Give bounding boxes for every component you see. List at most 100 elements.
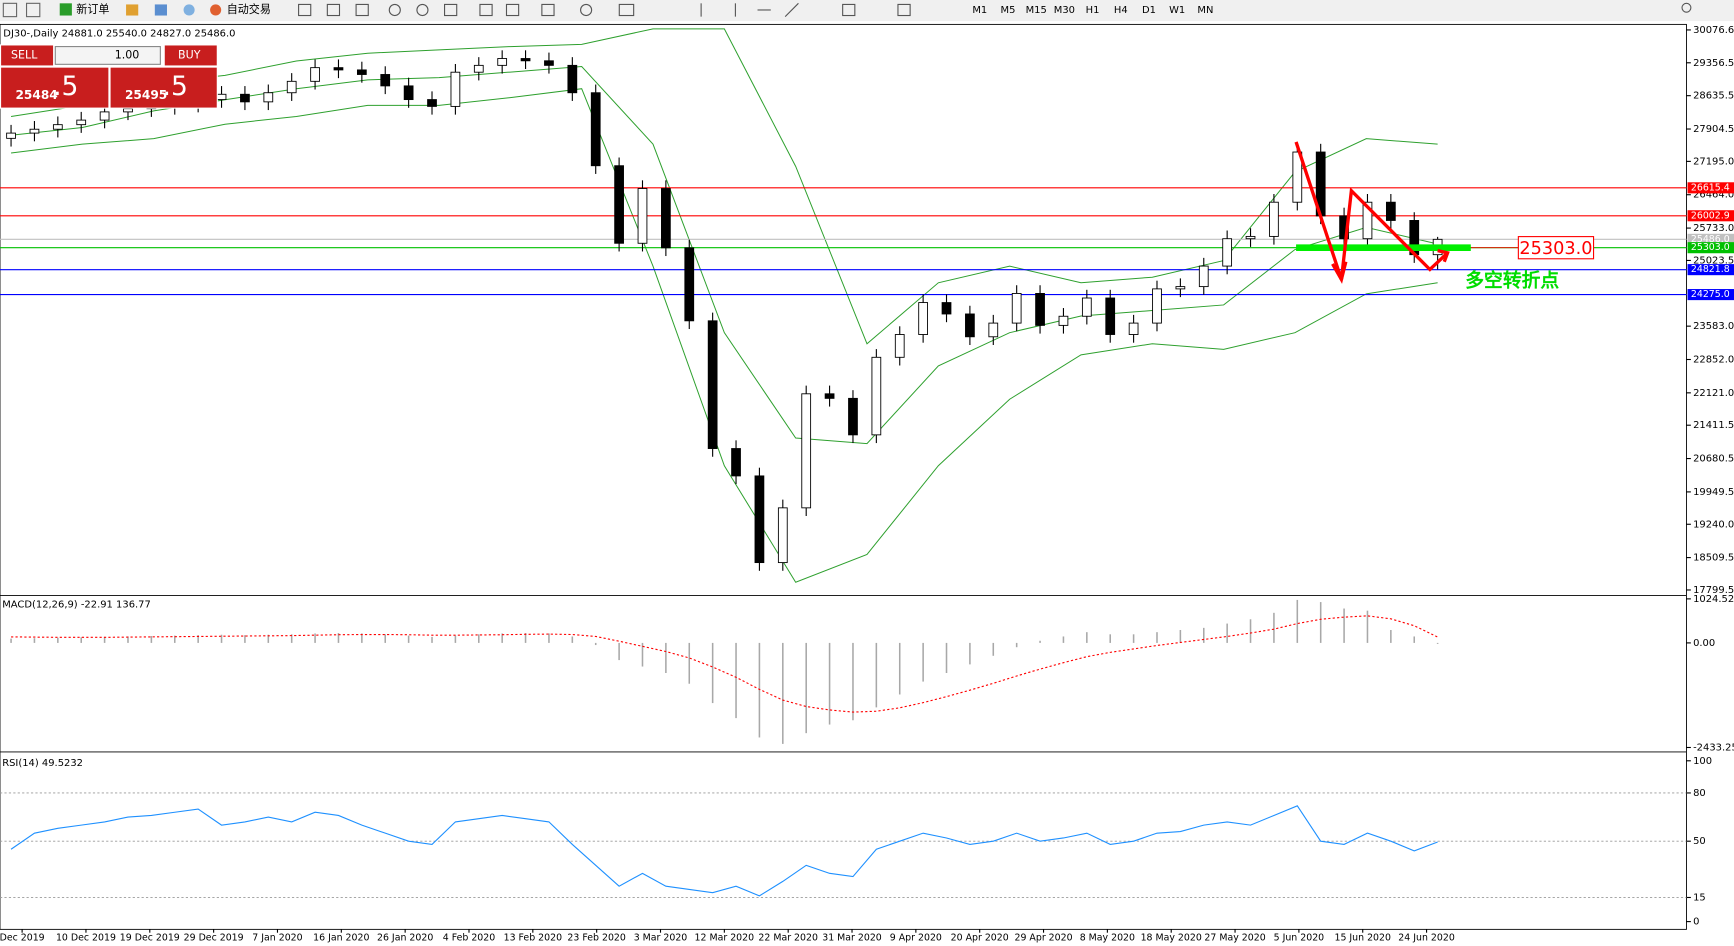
y-tick-label: 15 [1693,892,1706,903]
candle-body [6,132,16,139]
price-label: 24821.8 [1691,264,1730,275]
icon[interactable] [154,4,167,16]
rsi-label: RSI(14) 49.5232 [2,758,83,769]
candle-body [777,507,788,564]
candle-body [614,165,624,244]
icon[interactable] [2,2,18,18]
buy-price[interactable]: 25495 [125,88,167,102]
timeframe-button[interactable]: H4 [1114,5,1128,16]
buy-price-box[interactable] [110,67,217,108]
candle-body [52,124,63,130]
candle-body [941,302,952,315]
icon[interactable] [298,3,312,17]
candle-body [497,58,508,66]
timeframe-button[interactable]: H1 [1086,5,1100,16]
y-tick-label: 30076.6 [1693,25,1734,36]
timeframe-button[interactable]: M1 [972,5,987,16]
candle-body [918,302,928,335]
sell-button[interactable] [1,45,54,66]
candle-body [1035,293,1045,326]
candle-body [427,99,437,107]
price-label: 26615.4 [1691,182,1730,193]
icon[interactable] [479,3,493,17]
auto-trading-icon[interactable] [210,4,222,16]
zoom-in[interactable] [388,3,401,17]
candle-body [1222,238,1233,267]
lot-value[interactable]: 1.00 [115,48,140,61]
toolbar-icons [298,2,1692,18]
y-tick-label: 26464.0 [1693,190,1734,201]
x-tick-label: 19 Dec 2019 [120,933,180,944]
timeframe-button[interactable]: MN [1197,5,1213,16]
buy-button[interactable] [164,45,217,66]
timeframe-button[interactable]: D1 [1142,5,1156,16]
timeframe-button[interactable]: M5 [1001,5,1016,16]
icon[interactable] [183,4,195,16]
candle-body [544,60,554,66]
candle-body [1081,297,1092,317]
zoom-out[interactable] [416,3,429,17]
timeframe-button[interactable]: W1 [1169,5,1185,16]
candle-body [76,119,87,126]
y-tick-label: 1024.52 [1693,594,1734,605]
x-tick-label: 5 Jun 2020 [1274,933,1325,944]
search[interactable] [1681,2,1692,13]
icon[interactable] [842,3,856,17]
sell-price[interactable]: 25484 [15,88,57,102]
lot-input[interactable] [54,46,161,65]
x-tick-label: 20 Apr 2020 [951,933,1009,944]
candle-body [1152,288,1162,324]
y-tick-label: 80 [1693,788,1706,799]
x-tick-label: 27 May 2020 [1204,933,1265,944]
x-tick-label: 23 Feb 2020 [567,933,625,944]
price-label-bg [1687,242,1734,254]
x-tick-label: 4 Feb 2020 [443,933,495,944]
icon[interactable] [784,2,799,18]
toolbar-bg [0,0,1734,22]
y-tick-label: 29356.5 [1693,58,1734,69]
y-tick-label: 27904.5 [1693,124,1734,135]
price-label-bg [1687,289,1734,301]
x-tick-label: 29 Apr 2020 [1014,933,1072,944]
x-tick-label: 3 Mar 2020 [634,933,688,944]
icon[interactable] [897,3,911,17]
icon[interactable] [126,4,139,16]
sell-price-box[interactable] [1,67,109,108]
buy-pip[interactable]: .5 [163,71,188,102]
new-order-button[interactable]: 新订单 [76,2,109,16]
y-tick-label: 28635.5 [1693,91,1734,102]
price-label: 25486.0 [1691,234,1730,245]
candle-body [29,128,40,134]
buy-label[interactable]: BUY [178,48,201,61]
chart-header: DJ30-,Daily 24881.0 25540.0 24827.0 2548… [3,28,235,39]
candle-body [1245,235,1256,240]
timeframe-button[interactable]: M15 [1026,5,1047,16]
price-label: 24275.0 [1691,289,1730,300]
candle-body [99,111,110,121]
auto-trading-button[interactable]: 自动交易 [227,2,271,16]
annotation-arrows [1294,141,1449,280]
timeframe-button[interactable]: M30 [1054,5,1075,16]
icon[interactable] [25,2,41,18]
y-tick-label: 17799.5 [1693,585,1734,596]
x-tick-label: 10 Dec 2019 [56,933,116,944]
x-tick-label: 24 Jun 2020 [1398,933,1455,944]
candle-body [123,108,133,113]
y-tick-label: 23583.0 [1693,321,1734,332]
icon[interactable] [505,3,520,17]
candle-body [871,356,882,436]
arrow-head [1331,261,1348,284]
x-tick-label: 31 Mar 2020 [822,933,882,944]
candle-body [661,188,671,249]
new-order-icon[interactable] [59,3,72,16]
y-tick-label: 22121.0 [1693,388,1734,399]
sell-label[interactable]: SELL [11,48,38,61]
icon[interactable] [580,3,593,17]
candle-body [356,69,367,75]
icon[interactable] [355,3,369,17]
icon[interactable] [444,3,458,17]
icon[interactable] [326,3,341,17]
icon[interactable] [541,3,555,17]
icon[interactable] [618,3,635,17]
sell-pip[interactable]: .5 [53,71,78,102]
